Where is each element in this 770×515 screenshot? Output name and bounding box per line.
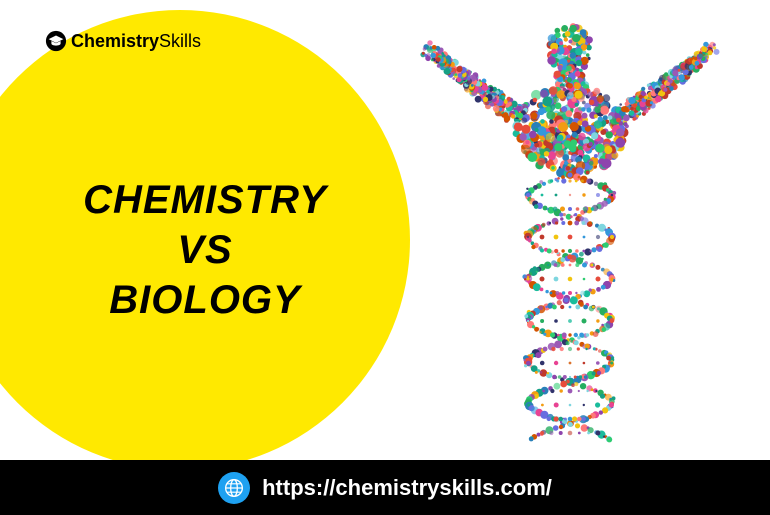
brand-logo-text-main: Chemistry [71,31,159,51]
footer-url: https://chemistryskills.com/ [262,475,552,501]
headline-line1: CHEMISTRY [55,175,355,225]
dna-human-figure [420,20,720,450]
footer-bar: https://chemistryskills.com/ [0,460,770,515]
headline-line2: VS [55,225,355,275]
infographic-canvas: ChemistrySkills CHEMISTRY VS BIOLOGY htt… [0,0,770,515]
globe-icon [218,472,250,504]
graduation-cap-icon [45,30,67,52]
brand-logo-text-sub: Skills [159,31,201,51]
headline-line3: BIOLOGY [55,275,355,325]
brand-logo-text: ChemistrySkills [71,31,201,52]
brand-logo: ChemistrySkills [45,30,201,52]
headline: CHEMISTRY VS BIOLOGY [55,175,355,325]
